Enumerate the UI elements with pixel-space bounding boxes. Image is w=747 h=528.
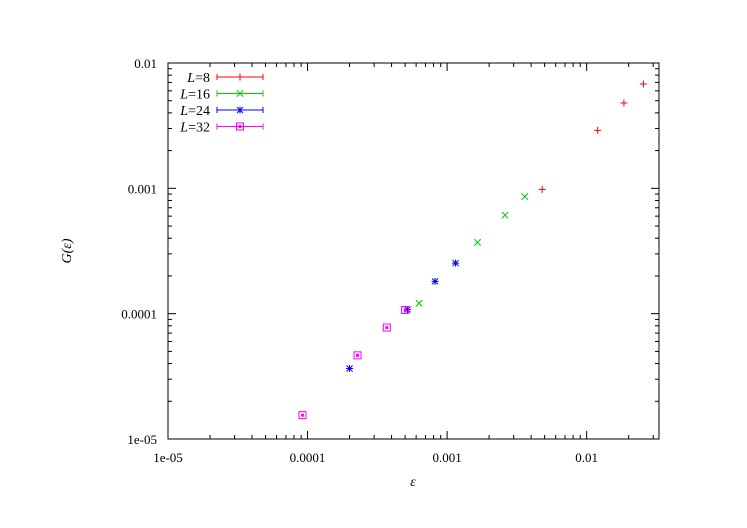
legend: L=8 L=16L=24 L=32 bbox=[179, 71, 264, 136]
legend-label: L=16 bbox=[179, 88, 210, 103]
x-tick-label: 0.01 bbox=[575, 450, 598, 465]
x-tick-label: 0.0001 bbox=[290, 450, 326, 465]
series-3 bbox=[346, 259, 460, 373]
x-tick-label: 0.001 bbox=[432, 450, 461, 465]
x-tick-label: 1e-05 bbox=[153, 450, 183, 465]
y-axis-label: G(ε) bbox=[60, 238, 75, 263]
legend-marker bbox=[236, 122, 244, 131]
series-1 bbox=[538, 80, 647, 193]
legend-entry: L=16 bbox=[179, 88, 264, 103]
data-point bbox=[401, 305, 410, 314]
tick-marks bbox=[167, 62, 659, 440]
y-tick-label: 1e-05 bbox=[127, 432, 157, 447]
data-point bbox=[620, 99, 628, 107]
y-tick-label: 0.001 bbox=[128, 181, 157, 196]
legend-label: L=24 bbox=[179, 104, 210, 119]
plot-frame bbox=[167, 62, 660, 440]
legend-entry: L=32 bbox=[179, 121, 264, 136]
data-point bbox=[501, 211, 509, 219]
series-2 bbox=[415, 192, 529, 307]
legend-label: L=32 bbox=[179, 121, 210, 136]
data-point bbox=[382, 323, 391, 332]
data-points bbox=[298, 80, 647, 420]
data-point bbox=[452, 259, 460, 267]
x-axis-label: ε bbox=[410, 475, 416, 490]
legend-marker bbox=[236, 89, 244, 98]
data-point bbox=[346, 365, 354, 373]
data-point bbox=[521, 192, 529, 201]
data-point bbox=[538, 185, 546, 193]
data-point bbox=[298, 411, 307, 420]
data-point bbox=[594, 126, 602, 134]
legend-entry: L=8 bbox=[186, 71, 264, 86]
legend-marker bbox=[236, 73, 244, 81]
legend-label: L=8 bbox=[186, 71, 210, 86]
legend-entry: L=24 bbox=[179, 104, 264, 119]
data-point bbox=[353, 351, 362, 360]
data-point bbox=[415, 299, 423, 307]
series-4 bbox=[298, 305, 410, 420]
data-point bbox=[639, 80, 647, 88]
y-tick-label: 0.01 bbox=[134, 56, 157, 71]
legend-marker bbox=[236, 106, 244, 114]
y-tick-label: 0.0001 bbox=[121, 307, 157, 322]
data-point bbox=[473, 238, 481, 247]
data-point bbox=[431, 277, 439, 285]
tick-labels: 1e-05 0.0001 0.001 0.01 1e-05 0.0001 0.001 0.01 bbox=[121, 56, 598, 465]
